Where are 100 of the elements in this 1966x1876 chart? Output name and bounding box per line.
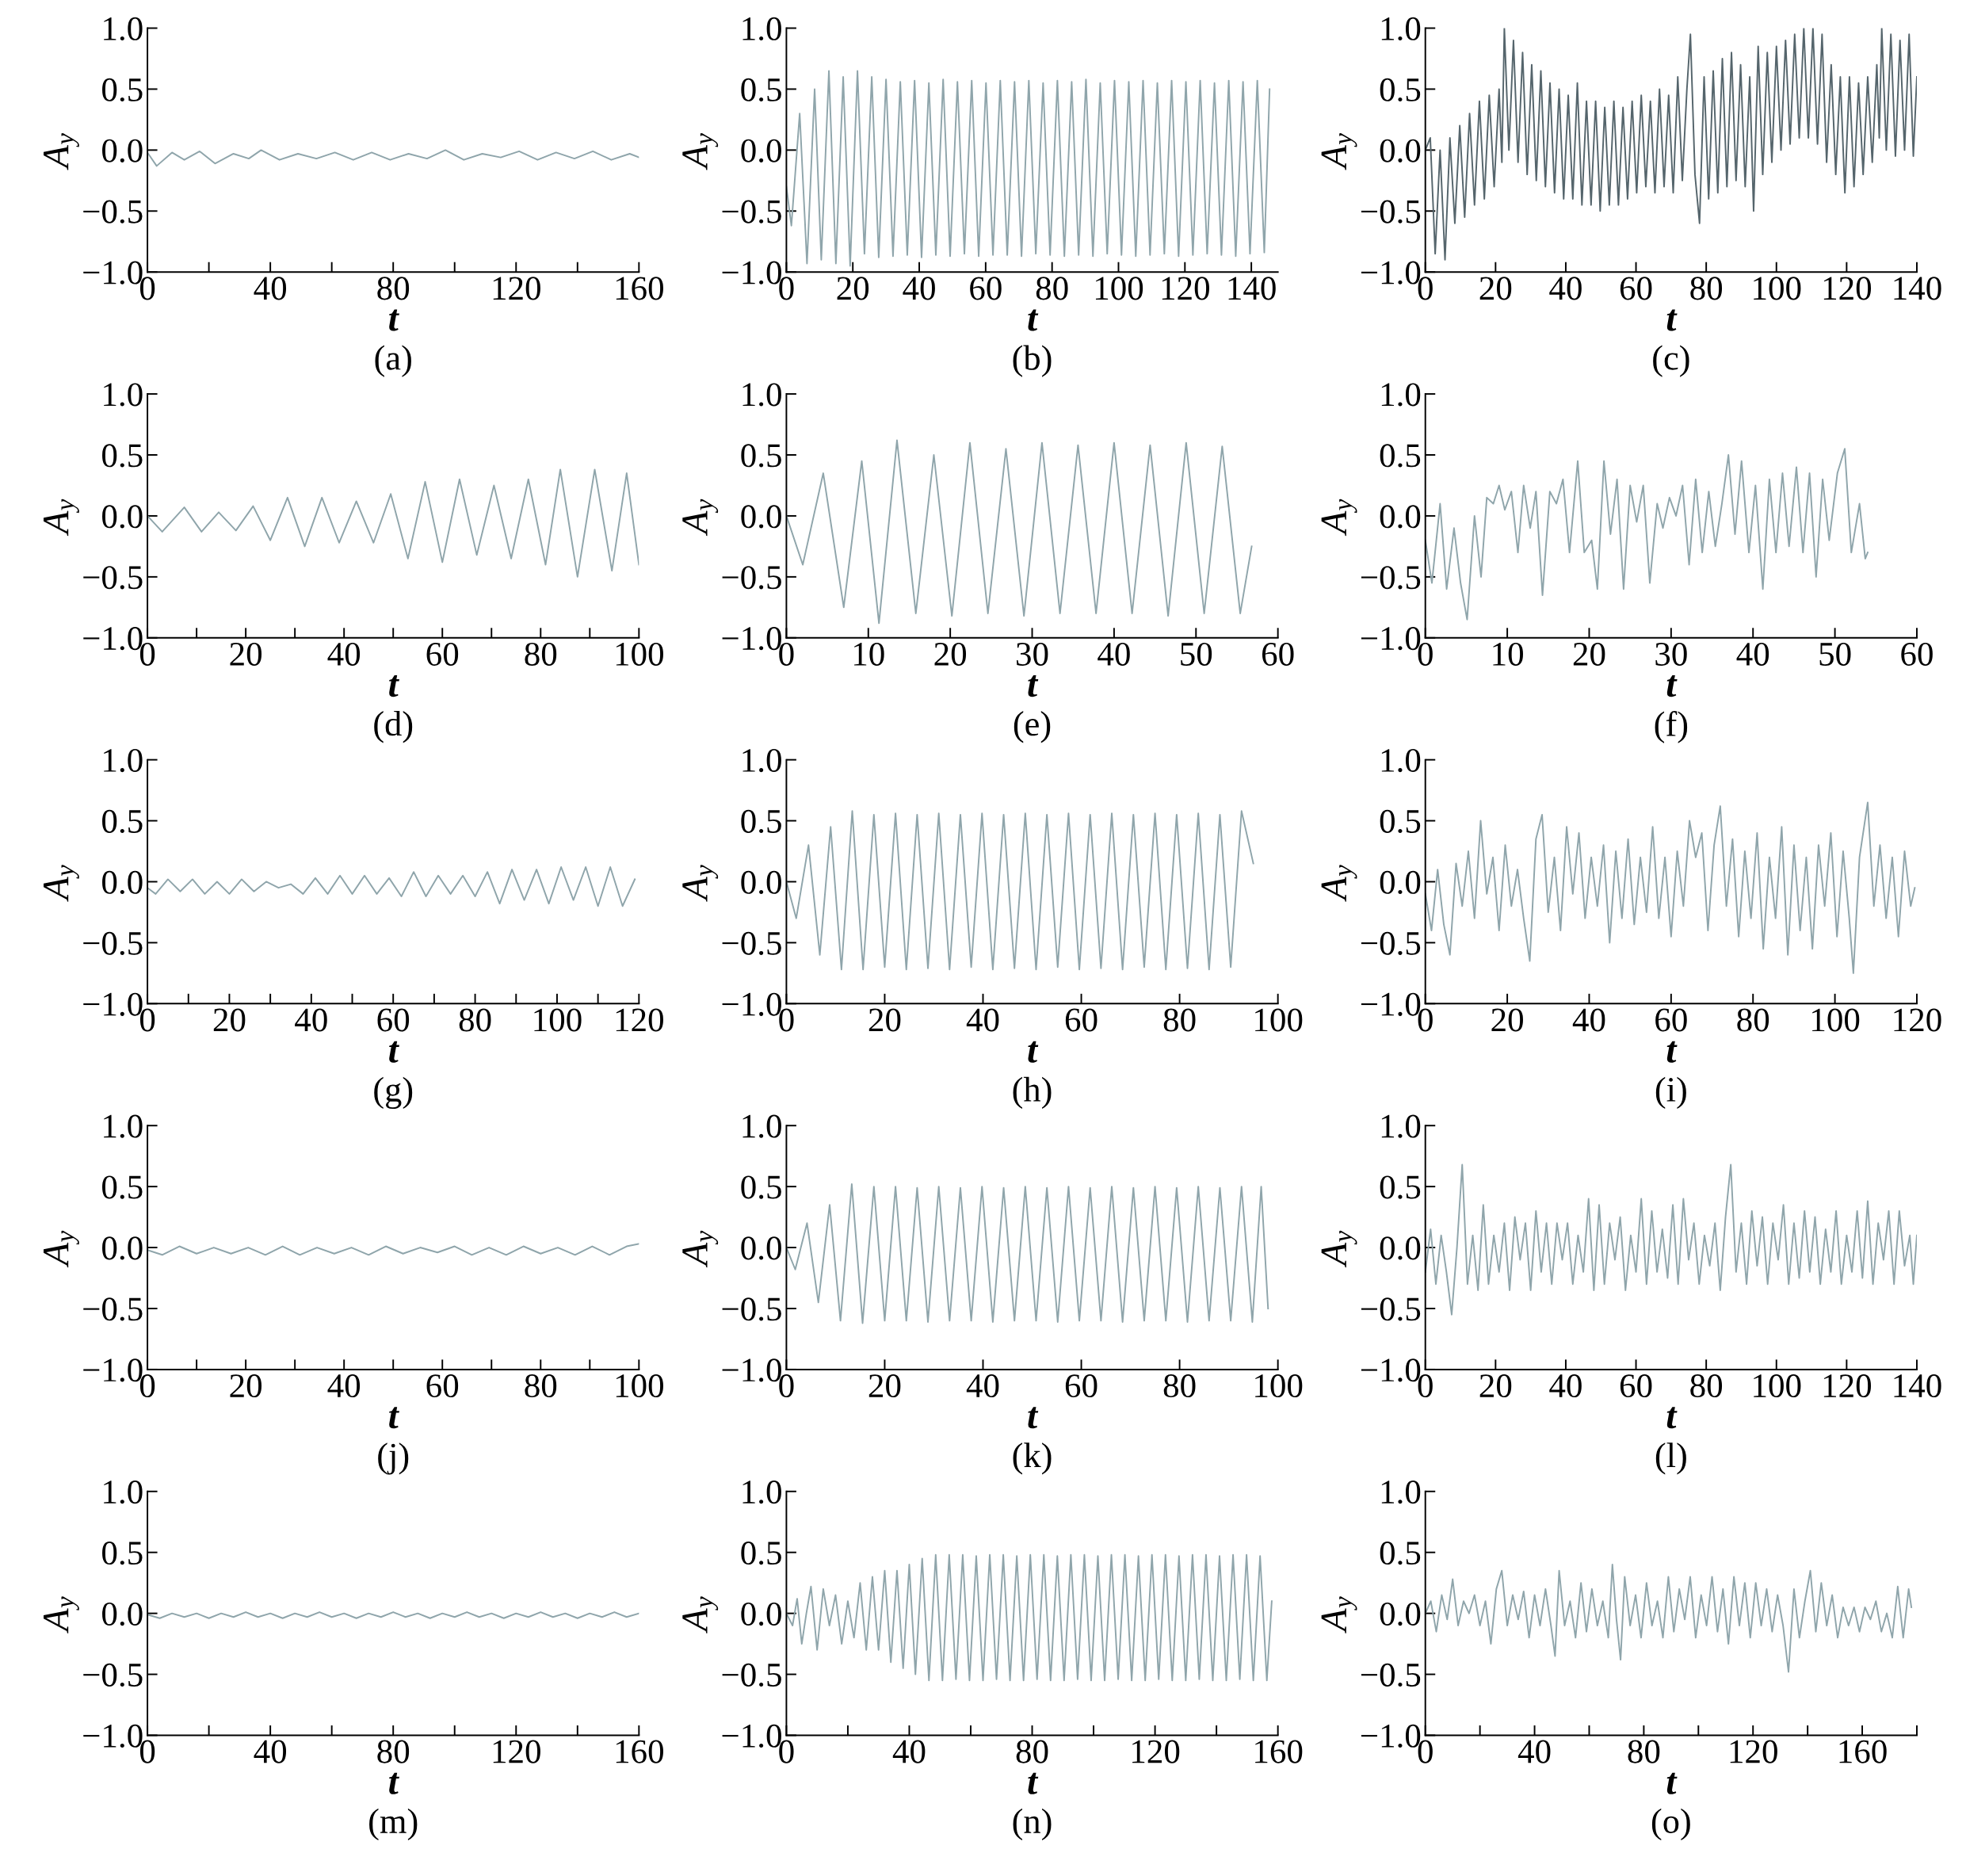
y-tick-label: 1.0 bbox=[104, 1481, 143, 1504]
x-tick-label: 10 bbox=[1493, 642, 1523, 666]
y-tick-label: −0.5 bbox=[83, 200, 143, 224]
y-tick-label: −0.5 bbox=[1361, 931, 1421, 955]
text: (o) bbox=[1651, 1808, 1690, 1841]
y-axis-title: A$_{y}$ bbox=[1321, 499, 1357, 537]
y-axis-title: A$_{y}$ bbox=[1321, 1596, 1357, 1633]
line-series bbox=[147, 1243, 639, 1256]
y-tick-label: −0.5 bbox=[1361, 566, 1421, 590]
x-tick-label: 120 bbox=[1823, 277, 1872, 300]
y-tick-label: 1.0 bbox=[1381, 17, 1421, 41]
line-series bbox=[1425, 1564, 1913, 1673]
line-series bbox=[1425, 1163, 1917, 1316]
x-tick-label: 80 bbox=[1163, 1008, 1196, 1032]
x-tick-label: 40 bbox=[254, 1740, 287, 1763]
x-tick-label: 80 bbox=[1163, 1374, 1196, 1398]
x-tick-label: 100 bbox=[1255, 1374, 1303, 1398]
x-tick-label: 80 bbox=[525, 642, 557, 666]
line-series bbox=[786, 1183, 1269, 1324]
x-tick-label: 20 bbox=[1491, 1008, 1523, 1032]
x-tick-label: 100 bbox=[1255, 1008, 1303, 1032]
y-tick-label: 0.0 bbox=[102, 1602, 143, 1626]
x-tick-label: 160 bbox=[1255, 1740, 1303, 1763]
x-tick-label: 40 bbox=[254, 277, 287, 300]
x-tick-label: 40 bbox=[1098, 642, 1130, 666]
x-tick-label: 120 bbox=[1132, 1740, 1180, 1763]
line-series bbox=[147, 149, 639, 167]
x-tick-label: 100 bbox=[1754, 1374, 1801, 1398]
y-tick-label: −0.5 bbox=[722, 1663, 781, 1687]
x-tick-label: 40 bbox=[1549, 1374, 1582, 1398]
x-tick-label: 100 bbox=[616, 1374, 663, 1398]
x-tick-label: 60 bbox=[1620, 1374, 1652, 1398]
x-axis-title: t bbox=[1028, 1041, 1039, 1063]
y-tick-label: −0.5 bbox=[83, 1297, 143, 1321]
y-tick-label: −0.5 bbox=[83, 566, 143, 590]
x-tick-label: 50 bbox=[1181, 642, 1212, 666]
x-tick-label: 60 bbox=[970, 277, 1002, 300]
y-axis-title: A$_{y}$ bbox=[1321, 1230, 1357, 1268]
x-tick-label: 80 bbox=[1737, 1008, 1769, 1032]
y-tick-label: −0.5 bbox=[83, 1663, 143, 1687]
x-tick-label: 40 bbox=[903, 277, 935, 300]
y-tick-label: 0.5 bbox=[741, 1175, 781, 1199]
y-axis-title: A$_{y}$ bbox=[1321, 865, 1357, 902]
y-tick-label: 0.0 bbox=[102, 139, 143, 162]
x-tick-label: 60 bbox=[426, 642, 459, 666]
y-tick-label: 1.0 bbox=[104, 748, 143, 773]
y-tick-label: 0.0 bbox=[1380, 870, 1421, 895]
y-tick-label: 0.5 bbox=[102, 1175, 143, 1199]
text: (k) bbox=[1013, 1442, 1052, 1475]
x-tick-label: 60 bbox=[1620, 277, 1652, 300]
x-axis-title: t bbox=[1028, 1772, 1039, 1794]
x-tick-label: 20 bbox=[230, 1374, 262, 1398]
x-tick-label: 30 bbox=[1017, 642, 1048, 666]
y-tick-label: 0.0 bbox=[1380, 1602, 1421, 1626]
x-tick-label: 120 bbox=[1894, 1008, 1941, 1032]
x-tick-label: 140 bbox=[1894, 1374, 1941, 1398]
y-tick-label: −0.5 bbox=[722, 931, 781, 955]
y-axis-title: A$_{y}$ bbox=[682, 865, 719, 902]
x-tick-label: 80 bbox=[1016, 1740, 1048, 1763]
y-tick-label: 0.0 bbox=[1380, 505, 1421, 529]
text: (a) bbox=[375, 345, 411, 377]
x-tick-label: 40 bbox=[327, 1374, 361, 1398]
x-tick-label: 140 bbox=[1894, 277, 1941, 300]
y-tick-label: 0.5 bbox=[102, 444, 143, 468]
x-axis-title: t bbox=[1028, 309, 1039, 331]
y-axis-title: A$_{y}$ bbox=[682, 1230, 719, 1268]
x-tick-label: 40 bbox=[1517, 1740, 1551, 1763]
line-series bbox=[1425, 28, 1917, 261]
text: (j) bbox=[378, 1442, 409, 1475]
x-tick-label: 80 bbox=[1628, 1740, 1660, 1763]
x-tick-label: 10 bbox=[854, 642, 884, 666]
y-tick-label: 0.5 bbox=[102, 1542, 143, 1565]
x-tick-label: 40 bbox=[892, 1740, 926, 1763]
x-tick-label: 20 bbox=[230, 642, 262, 666]
x-tick-label: 20 bbox=[1479, 277, 1512, 300]
text: (l) bbox=[1655, 1442, 1686, 1475]
x-tick-label: 120 bbox=[1730, 1740, 1777, 1763]
y-tick-label: 1.0 bbox=[1381, 1114, 1421, 1138]
x-axis-title: t bbox=[389, 1772, 399, 1794]
line-series bbox=[147, 866, 636, 907]
text: (f) bbox=[1655, 711, 1688, 743]
x-axis-title: t bbox=[1666, 309, 1678, 331]
y-tick-label: 0.5 bbox=[1380, 809, 1421, 834]
x-tick-label: 100 bbox=[534, 1008, 582, 1032]
y-tick-label: −0.5 bbox=[1361, 1297, 1421, 1321]
y-tick-label: 0.0 bbox=[102, 870, 143, 895]
y-tick-label: 0.5 bbox=[741, 1542, 781, 1565]
x-tick-label: 50 bbox=[1819, 642, 1851, 666]
y-tick-label: 0.5 bbox=[102, 78, 143, 101]
x-tick-label: 120 bbox=[493, 277, 540, 300]
x-axis-title: t bbox=[1666, 675, 1678, 697]
text: (h) bbox=[1013, 1076, 1052, 1109]
x-tick-label: 20 bbox=[213, 1008, 246, 1032]
y-tick-label: 1.0 bbox=[742, 383, 781, 407]
y-axis-title: A$_{y}$ bbox=[1321, 133, 1357, 170]
x-tick-label: 40 bbox=[295, 1008, 327, 1032]
y-tick-label: 0.0 bbox=[741, 505, 781, 529]
y-axis-title: A$_{y}$ bbox=[44, 1230, 79, 1268]
text: (d) bbox=[374, 711, 413, 743]
y-tick-label: 0.5 bbox=[1380, 444, 1421, 468]
